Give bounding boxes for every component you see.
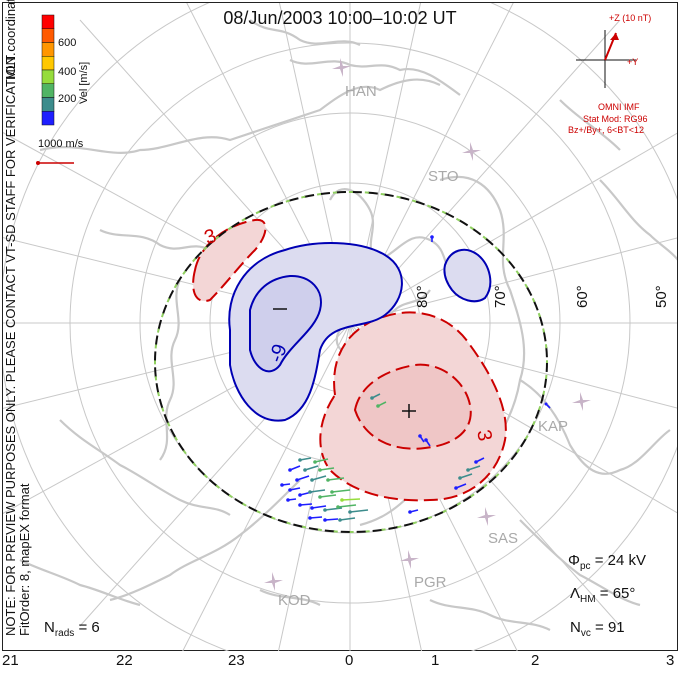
potential-extrema xyxy=(273,308,416,418)
colorbar-swatch xyxy=(41,97,55,112)
latitude-label-60: 60° xyxy=(574,285,591,308)
mlt-label-0: 0 xyxy=(345,652,354,669)
colorbar-swatch xyxy=(41,83,55,98)
nrads-stat: Nrads = 6 xyxy=(44,619,100,639)
imf-dial xyxy=(576,30,636,88)
preview-note-line-1: NOTE: FOR PREVIEW PURPOSES ONLY. PLEASE … xyxy=(3,52,18,636)
fit-order-line: FitOrder: 8, mapEX format xyxy=(17,483,32,636)
latitude-label-50: 50° xyxy=(653,285,670,308)
positive-cell-dusk xyxy=(319,311,507,502)
reference-vector-label: 1000 m/s xyxy=(38,138,84,150)
station-pgr: PGR xyxy=(414,574,447,591)
preview-note: NOTE: FOR PREVIEW PURPOSES ONLY. PLEASE … xyxy=(3,0,32,636)
colorbar-swatch xyxy=(41,69,55,84)
statistical-model: Stat Mod: RG96 xyxy=(583,114,648,124)
mlt-label-22: 22 xyxy=(116,652,133,669)
map-title: 08/Jun/2003 10:00–10:02 UT xyxy=(223,8,457,28)
vector-cluster-se xyxy=(454,457,485,490)
phi-pc-stat: Φpc = 24 kV xyxy=(568,552,646,572)
negative-cell-dawn xyxy=(228,242,403,422)
vector-cluster-mid xyxy=(370,235,551,514)
mlt-label-2: 2 xyxy=(531,652,540,669)
station-sas: SAS xyxy=(488,530,519,547)
imf-z-label: +Z (10 nT) xyxy=(609,13,652,23)
station-kod: KOD xyxy=(278,592,311,609)
colorbar-tick-400: 400 xyxy=(58,66,77,78)
colorbar-tick-200: 200 xyxy=(58,93,77,105)
colorbar-swatch xyxy=(41,28,55,43)
imf-condition: Bz+/By+, 6<BT<12 xyxy=(568,125,645,135)
station-sto: STO xyxy=(428,168,459,185)
latitude-label-70: 70° xyxy=(492,285,509,308)
station-kap: KAP xyxy=(538,418,569,435)
coordinate-system-label: MLT coordinates xyxy=(3,0,18,80)
velocity-vectors xyxy=(280,235,551,522)
mlt-label-1: 1 xyxy=(431,652,440,669)
colorbar-label: Vel [m/s] xyxy=(78,61,90,104)
station-han: HAN xyxy=(345,83,377,100)
mlt-label-23: 23 xyxy=(228,652,245,669)
colorbar-swatch xyxy=(41,111,55,126)
colorbar-tick-600: 600 xyxy=(58,37,77,49)
station-markers xyxy=(264,58,591,591)
imf-y-label: +Y xyxy=(627,57,639,67)
velocity-colorbar xyxy=(41,14,55,126)
colorbar-swatch xyxy=(41,56,55,71)
imf-source: OMNI IMF xyxy=(598,102,640,112)
hm-boundary-green xyxy=(154,191,548,533)
vector-cluster-sw xyxy=(280,457,369,522)
nvc-stat: Nvc = 91 xyxy=(570,619,625,639)
colorbar-swatch xyxy=(41,42,55,57)
negative-cell-small xyxy=(443,248,492,303)
latitude-label-80: 80° xyxy=(414,285,431,308)
reference-vector-origin xyxy=(36,161,40,165)
lambda-hm-stat: ΛHM = 65° xyxy=(570,585,636,605)
mlt-label-21: 21 xyxy=(2,652,19,669)
mlt-label-3: 3 xyxy=(666,652,675,669)
